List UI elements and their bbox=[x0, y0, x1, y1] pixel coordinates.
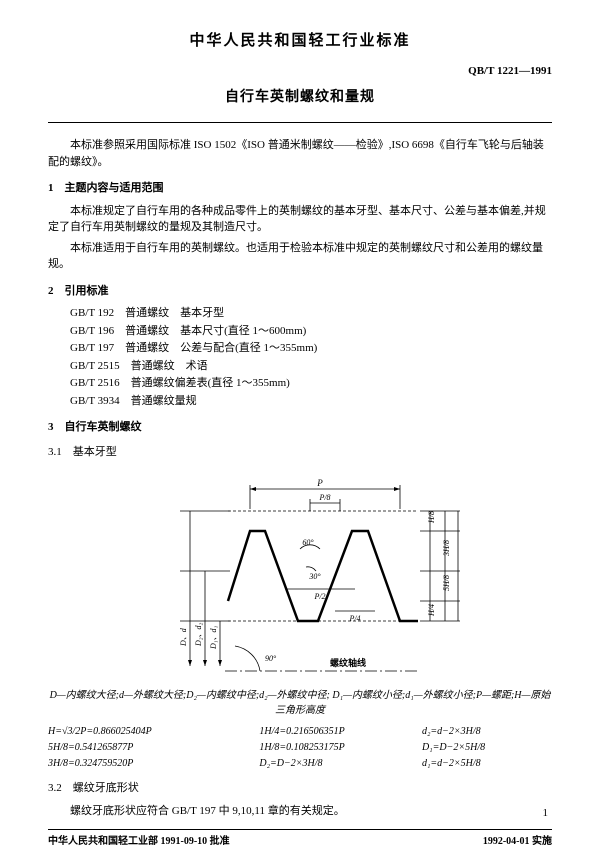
page-number: 1 bbox=[543, 805, 549, 822]
ref-item: GB/T 192 普通螺纹 基本牙型 bbox=[70, 305, 552, 322]
intro-para: 本标准参照采用国际标准 ISO 1502《ISO 普通米制螺纹——检验》,ISO… bbox=[48, 137, 552, 170]
thread-profile-diagram: P P/8 60° 30° P/2 P/4 90° 螺纹轴线 H/8 3H/8 … bbox=[48, 466, 552, 686]
svg-text:60°: 60° bbox=[302, 538, 314, 547]
ref-item: GB/T 2515 普通螺纹 术语 bbox=[70, 358, 552, 375]
svg-text:5H/8: 5H/8 bbox=[442, 575, 451, 591]
section-1-heading: 1 主题内容与适用范围 bbox=[48, 180, 552, 197]
footer-divider bbox=[48, 829, 552, 830]
svg-text:D、d: D、d bbox=[179, 627, 188, 647]
section-3-2-heading: 3.2 螺纹牙底形状 bbox=[48, 780, 552, 797]
svg-text:3H/8: 3H/8 bbox=[442, 540, 451, 557]
svg-text:P: P bbox=[316, 478, 323, 488]
formula: 3H/8=0.324759520P bbox=[48, 756, 259, 771]
svg-text:30°: 30° bbox=[308, 572, 321, 581]
ref-item: GB/T 2516 普通螺纹偏差表(直径 1～355mm) bbox=[70, 375, 552, 392]
svg-text:P/2: P/2 bbox=[313, 592, 325, 601]
footer-effective: 1992-04-01 实施 bbox=[483, 834, 552, 849]
svg-text:D₂、d₂: D₂、d₂ bbox=[194, 622, 203, 647]
reference-list: GB/T 192 普通螺纹 基本牙型 GB/T 196 普通螺纹 基本尺寸(直径… bbox=[70, 305, 552, 409]
formula: D₂=D−2×3H/8 bbox=[259, 756, 422, 771]
formula: 1H/8=0.108253175P bbox=[259, 740, 422, 755]
svg-text:P/4: P/4 bbox=[348, 614, 360, 623]
svg-text:螺纹轴线: 螺纹轴线 bbox=[330, 657, 366, 668]
divider bbox=[48, 122, 552, 123]
formula: 1H/4=0.216506351P bbox=[259, 724, 422, 739]
s1-p2: 本标准适用于自行车用的英制螺纹。也适用于检验本标准中规定的英制螺纹尺寸和公差用的… bbox=[48, 240, 552, 273]
formula: 5H/8=0.541265877P bbox=[48, 740, 259, 755]
section-3-heading: 3 自行车英制螺纹 bbox=[48, 419, 552, 436]
doc-title: 自行车英制螺纹和量规 bbox=[48, 87, 552, 108]
diagram-caption: D—内螺纹大径;d—外螺纹大径;D₂—内螺纹中径;d₂—外螺纹中径; D₁—内螺… bbox=[48, 688, 552, 718]
svg-text:H/8: H/8 bbox=[427, 511, 436, 524]
svg-text:P/8: P/8 bbox=[318, 493, 330, 502]
formula: D₁=D−2×5H/8 bbox=[422, 740, 552, 755]
section-2-heading: 2 引用标准 bbox=[48, 283, 552, 300]
svg-text:D₁、d₁: D₁、d₁ bbox=[209, 625, 218, 650]
formula-block: H=√3/2P=0.866025404P 5H/8=0.541265877P 3… bbox=[48, 724, 552, 772]
ref-item: GB/T 196 普通螺纹 基本尺寸(直径 1～600mm) bbox=[70, 323, 552, 340]
ref-item: GB/T 3934 普通螺纹量规 bbox=[70, 393, 552, 410]
footer-approval: 中华人民共和国轻工业部 1991-09-10 批准 bbox=[48, 834, 230, 849]
doc-code: QB/T 1221—1991 bbox=[48, 63, 552, 80]
footer: 中华人民共和国轻工业部 1991-09-10 批准 1992-04-01 实施 bbox=[48, 834, 552, 849]
section-3-1-heading: 3.1 基本牙型 bbox=[48, 444, 552, 461]
formula: H=√3/2P=0.866025404P bbox=[48, 724, 259, 739]
s1-p1: 本标准规定了自行车用的各种成品零件上的英制螺纹的基本牙型、基本尺寸、公差与基本偏… bbox=[48, 203, 552, 236]
header-main: 中华人民共和国轻工行业标准 bbox=[48, 30, 552, 53]
svg-text:H/4: H/4 bbox=[427, 604, 436, 617]
formula: d₂=d−2×3H/8 bbox=[422, 724, 552, 739]
svg-text:90°: 90° bbox=[265, 654, 277, 663]
s3-2-para: 螺纹牙底形状应符合 GB/T 197 中 9,10,11 章的有关规定。 bbox=[48, 803, 552, 820]
formula: d₁=d−2×5H/8 bbox=[422, 756, 552, 771]
ref-item: GB/T 197 普通螺纹 公差与配合(直径 1～355mm) bbox=[70, 340, 552, 357]
